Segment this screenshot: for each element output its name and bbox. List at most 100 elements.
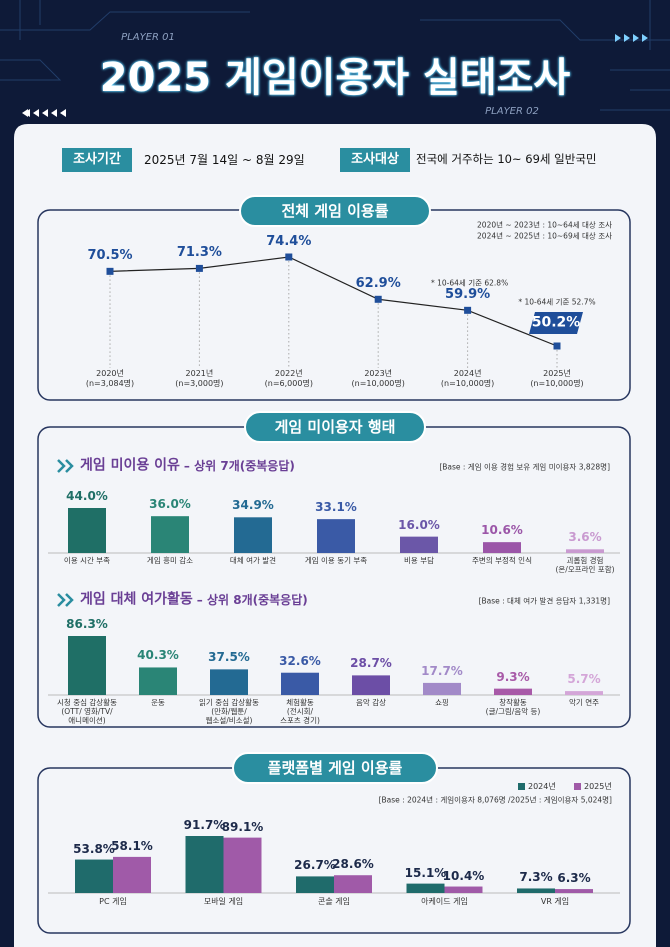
legend-label: 2025년 — [584, 782, 612, 792]
x-tick-label: (n=10,000명) — [530, 379, 584, 389]
data-label: 34.9% — [232, 498, 274, 513]
bar — [406, 883, 445, 893]
data-label: 17.7% — [421, 663, 463, 678]
bar — [352, 675, 390, 695]
x-tick-label: (n=10,000명) — [351, 379, 405, 389]
chart-subtitle: – 상위 8개(중복응답) — [196, 592, 308, 607]
bar — [113, 856, 151, 893]
x-tick-label: 콘솔 게임 — [318, 897, 350, 907]
data-label: 6.3% — [557, 870, 591, 885]
x-tick-label: 2025년 — [543, 369, 571, 379]
data-label: 28.6% — [332, 857, 374, 872]
bar — [494, 688, 532, 695]
point — [285, 253, 293, 261]
data-label: 50.2% — [531, 314, 581, 331]
data-label: 32.6% — [279, 653, 321, 668]
data-label: 7.3% — [519, 870, 553, 885]
data-label: 5.7% — [567, 671, 601, 686]
x-tick-label: 2024년 — [453, 369, 482, 379]
section-title: 게임 미이용자 행태 — [274, 418, 396, 436]
bar — [483, 542, 521, 553]
bar — [185, 836, 224, 893]
x-tick-label: 읽기 중심 감상활동 (만화/웹툰/ 웹소설/비소설) — [199, 698, 259, 725]
bar — [223, 837, 262, 893]
data-label: 37.5% — [208, 650, 250, 665]
legend-swatch — [518, 783, 525, 790]
bar — [68, 636, 106, 695]
bar — [565, 691, 603, 695]
chart-title: 게임 미이용 이유 — [80, 457, 180, 474]
x-tick-label: 비용 부담 — [404, 556, 434, 565]
x-tick-label: 2020년 — [96, 369, 124, 379]
bar — [334, 875, 372, 893]
data-label: 36.0% — [149, 496, 191, 511]
x-tick-label: VR 게임 — [540, 897, 570, 907]
bar — [555, 889, 593, 893]
survey-text: 2025년 7월 14일 ~ 8월 29일 — [144, 152, 305, 167]
data-label: 33.1% — [315, 499, 357, 514]
data-label: 62.9% — [355, 276, 401, 292]
x-tick-label: 주변의 부정적 인식 — [472, 556, 532, 565]
x-tick-label: 2021년 — [185, 369, 214, 379]
x-tick-label: 시청 중심 감상활동 (OTT/ 영화/TV/ 애니메이션) — [57, 698, 117, 725]
data-label: 59.9% — [445, 287, 491, 303]
data-label: 74.4% — [266, 234, 312, 250]
survey-label: 조사대상 — [351, 152, 399, 168]
x-tick-label: 음악 감상 — [356, 698, 386, 707]
point — [464, 306, 472, 314]
chevrons — [57, 459, 74, 607]
data-label: 9.3% — [496, 669, 530, 684]
tech-pattern — [0, 0, 670, 111]
annotation: * 10-64세 기준 62.8% — [430, 278, 509, 288]
bar — [281, 672, 319, 695]
point — [195, 264, 203, 272]
bar — [75, 859, 113, 893]
x-tick-label: 창작활동 (글/그림/음악 등) — [485, 698, 541, 716]
x-tick-label: (n=3,000명) — [175, 379, 224, 389]
bar — [296, 876, 334, 893]
data-label: 40.3% — [137, 648, 179, 663]
x-tick-label: 모바일 게임 — [203, 897, 244, 907]
player-label: PLAYER 02 — [485, 106, 539, 117]
x-tick-label: (n=6,000명) — [264, 379, 313, 389]
survey-text: 전국에 거주하는 10~ 69세 일반국민 — [416, 152, 597, 167]
data-label: 16.0% — [398, 517, 440, 532]
data-label: 71.3% — [176, 245, 222, 261]
data-label: 10.6% — [481, 522, 523, 537]
point — [374, 295, 382, 303]
bar — [566, 549, 604, 553]
data-label: 28.7% — [350, 656, 392, 671]
bar — [517, 888, 555, 893]
x-tick-label: (n=10,000명) — [440, 379, 495, 389]
x-tick-label: 2023년 — [364, 369, 393, 379]
bar — [444, 886, 483, 893]
bar — [68, 508, 106, 553]
x-tick-label: 악기 연주 — [569, 698, 599, 707]
section-title: 플랫폼별 게임 이용률 — [267, 759, 403, 777]
arrows-right — [615, 34, 648, 42]
label-box — [62, 148, 132, 172]
data-label: 15.1% — [404, 865, 447, 880]
data-label: 44.0% — [66, 488, 108, 503]
legend-swatch — [574, 783, 581, 790]
base-note: [Base : 2024년 : 게임이용자 8,076명 /2025년 : 게임… — [378, 795, 612, 805]
note: 2020년 ~ 2023년 : 10~64세 대상 조사 — [477, 220, 612, 230]
survey-label: 조사기간 — [73, 152, 121, 168]
player-label: PLAYER 01 — [121, 32, 175, 43]
data-label: 70.5% — [87, 248, 133, 264]
x-tick-label: 게임 흥미 감소 — [146, 556, 194, 565]
base-note: [Base : 대체 여가 발견 응답자 1,331명] — [478, 596, 610, 606]
section-title: 전체 게임 이용률 — [281, 202, 389, 220]
bar — [151, 516, 189, 553]
x-tick-label: 이용 시간 부족 — [63, 556, 111, 565]
chart-subtitle: – 상위 7개(중복응답) — [183, 458, 295, 473]
bar — [234, 517, 272, 553]
base-note: [Base : 게임 이용 경험 보유 게임 미이용자 3,828명] — [439, 462, 610, 472]
bar — [139, 667, 177, 695]
page-title: 2025 게임이용자 실태조사 — [99, 55, 571, 101]
x-tick-label: 체험활동 (전시회/ 스포츠 경기) — [280, 698, 320, 725]
bar — [423, 682, 461, 695]
data-label: 10.4% — [442, 868, 485, 883]
point — [106, 267, 114, 275]
